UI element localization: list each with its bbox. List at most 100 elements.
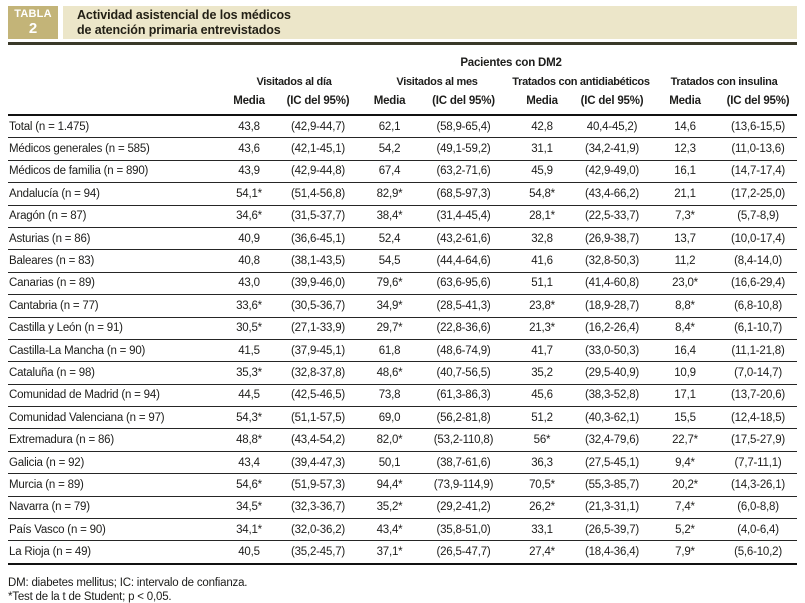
media-value: 20,2* [672, 478, 698, 491]
media-value: 48,8* [236, 434, 262, 447]
ic-value: (17,2-25,0) [730, 187, 786, 200]
media-value: 15,5 [674, 411, 696, 424]
media-value: 16,4 [674, 344, 696, 357]
row-label: Canarias (n = 89) [9, 277, 95, 290]
data-table: Pacientes con DM2 Visitados al día Visit… [8, 47, 798, 565]
media-value: 7,4* [675, 501, 695, 514]
ic-value: 40,4-45,2) [586, 120, 638, 133]
row-label: Galicia (n = 92) [9, 456, 85, 469]
table-row: Baleares (n = 83) 40,8 (38,1-43,5) 54,5 (44,… [8, 249, 798, 272]
ic-value: (35,2-45,7) [290, 546, 346, 559]
ic-value: (26,9-38,7) [584, 232, 640, 245]
media-value: 54,5 [378, 255, 401, 268]
ic-value: (6,8-10,8) [734, 299, 782, 312]
table-row: Médicos generales (n = 585) 43,6 (42,1-45,… [8, 137, 798, 160]
table-row: Cantabria (n = 77) 33,6* (30,5-36,7) 34,9* (… [8, 294, 798, 317]
table-row: Murcia (n = 89) 54,6* (51,9-57,3) 94,4* (73,… [8, 473, 798, 496]
media-value: 40,9 [238, 232, 260, 245]
ic-header: (IC del 95%) [580, 95, 644, 107]
ic-value: (51,4-56,8) [290, 187, 346, 200]
ic-value: (49,1-59,2) [436, 143, 491, 156]
row-label: Total (n = 1.475) [9, 120, 90, 133]
table-row: Galicia (n = 92) 43,4 (39,4-47,3) 50,1 (38,7… [8, 451, 798, 473]
media-value: 9,4* [675, 456, 695, 469]
media-value: 43,9 [238, 165, 260, 178]
media-value: 8,8* [675, 299, 695, 312]
row-label: Asturias (n = 86) [9, 232, 91, 245]
ic-value: (30,5-36,7) [290, 299, 346, 312]
ic-value: (8,4-14,0) [734, 255, 782, 268]
ic-value: (73,9-114,9) [433, 478, 494, 491]
media-header: Media [669, 95, 701, 107]
ic-value: (42,1-45,1) [290, 143, 346, 156]
row-label: Cantabria (n = 77) [9, 299, 99, 312]
table-head: Pacientes con DM2 Visitados al día Visit… [8, 47, 797, 115]
media-value: 94,4* [376, 478, 403, 491]
row-label: Murcia (n = 89) [9, 478, 84, 491]
media-value: 43,6 [238, 143, 260, 156]
row-label: Comunidad Valenciana (n = 97) [9, 411, 165, 424]
ic-value: (32,8-50,3) [584, 255, 640, 268]
ic-value: (29,5-40,9) [584, 366, 640, 379]
ic-value: (40,7-56,5) [436, 366, 491, 379]
media-header: Media [526, 95, 558, 107]
media-value: 52,4 [378, 232, 401, 245]
media-value: 41,7 [531, 344, 553, 357]
ic-header: (IC del 95%) [432, 95, 495, 107]
ic-value: (43,2-61,6) [436, 232, 491, 245]
media-value: 41,5 [238, 344, 260, 357]
media-value: 48,6* [376, 366, 403, 379]
row-label: Extremadura (n = 86) [9, 434, 114, 447]
ic-value: (38,3-52,8) [584, 389, 640, 402]
table-title: Actividad asistencial de los médicos de … [63, 6, 797, 39]
media-value: 54,2 [378, 143, 401, 156]
ic-value: (55,3-85,7) [584, 478, 640, 491]
header-rule [8, 42, 797, 45]
media-value: 43,0 [238, 277, 260, 290]
row-label: Andalucía (n = 94) [9, 187, 100, 200]
ic-header: (IC del 95%) [286, 95, 350, 107]
ic-value: (63,2-71,6) [436, 165, 491, 178]
group-header-row: Visitados al día Visitados al mes Tratad… [8, 72, 797, 91]
ic-value: (21,3-31,1) [584, 501, 640, 514]
ic-value: (7,7-11,1) [734, 456, 782, 469]
media-value: 69,0 [378, 411, 401, 424]
media-value: 79,6* [376, 277, 403, 290]
row-label: Médicos generales (n = 585) [9, 143, 150, 156]
ic-value: (29,2-41,2) [436, 501, 491, 514]
ic-value: (32,4-79,6) [584, 434, 640, 447]
table-row: Comunidad Valenciana (n = 97) 54,3* (51,1-… [8, 406, 798, 429]
table-row: Aragón (n = 87) 34,6* (31,5-37,7) 38,4* (31,… [8, 205, 798, 227]
ic-value: (22,8-36,6) [436, 322, 491, 335]
ic-value: (32,0-36,2) [290, 523, 346, 536]
ic-value: (43,4-66,2) [584, 187, 640, 200]
ic-value: (18,9-28,7) [584, 299, 640, 312]
ic-value: (42,9-44,8) [290, 165, 346, 178]
ic-value: (61,3-86,3) [436, 389, 491, 402]
table-row: Extremadura (n = 86) 48,8* (43,4-54,2) 82,0… [8, 428, 798, 451]
media-value: 16,1 [674, 165, 696, 178]
media-value: 45,9 [531, 165, 553, 178]
ic-value: (33,0-50,3) [584, 344, 640, 357]
row-label: Castilla-La Mancha (n = 90) [9, 344, 146, 357]
media-value: 41,6 [531, 255, 553, 268]
media-value: 14,6 [674, 120, 696, 133]
ic-value: (5,7-8,9) [737, 210, 779, 223]
ic-value: (48,6-74,9) [436, 344, 491, 357]
ic-value: (28,5-41,3) [436, 299, 491, 312]
media-value: 43,4* [376, 523, 403, 536]
ic-value: (4,0-6,4) [737, 523, 779, 536]
table-row: Total (n = 1.475) 43,8 (42,9-44,7) 62,1 (58,… [8, 115, 798, 138]
span-header: Pacientes con DM2 [460, 57, 562, 69]
row-label: Navarra (n = 79) [9, 501, 90, 514]
ic-value: (56,2-81,8) [436, 411, 491, 424]
media-value: 43,4 [238, 456, 260, 469]
media-value: 45,6 [531, 389, 553, 402]
media-value: 54,8* [529, 187, 555, 200]
media-value: 33,6* [236, 299, 262, 312]
media-value: 82,0* [376, 434, 403, 447]
media-value: 28,1* [529, 210, 555, 223]
ic-value: (35,8-51,0) [436, 523, 491, 536]
table-row: Cataluña (n = 98) 35,3* (32,8-37,8) 48,6* (4… [8, 361, 798, 384]
title-line-1: Actividad asistencial de los médicos [77, 7, 291, 22]
